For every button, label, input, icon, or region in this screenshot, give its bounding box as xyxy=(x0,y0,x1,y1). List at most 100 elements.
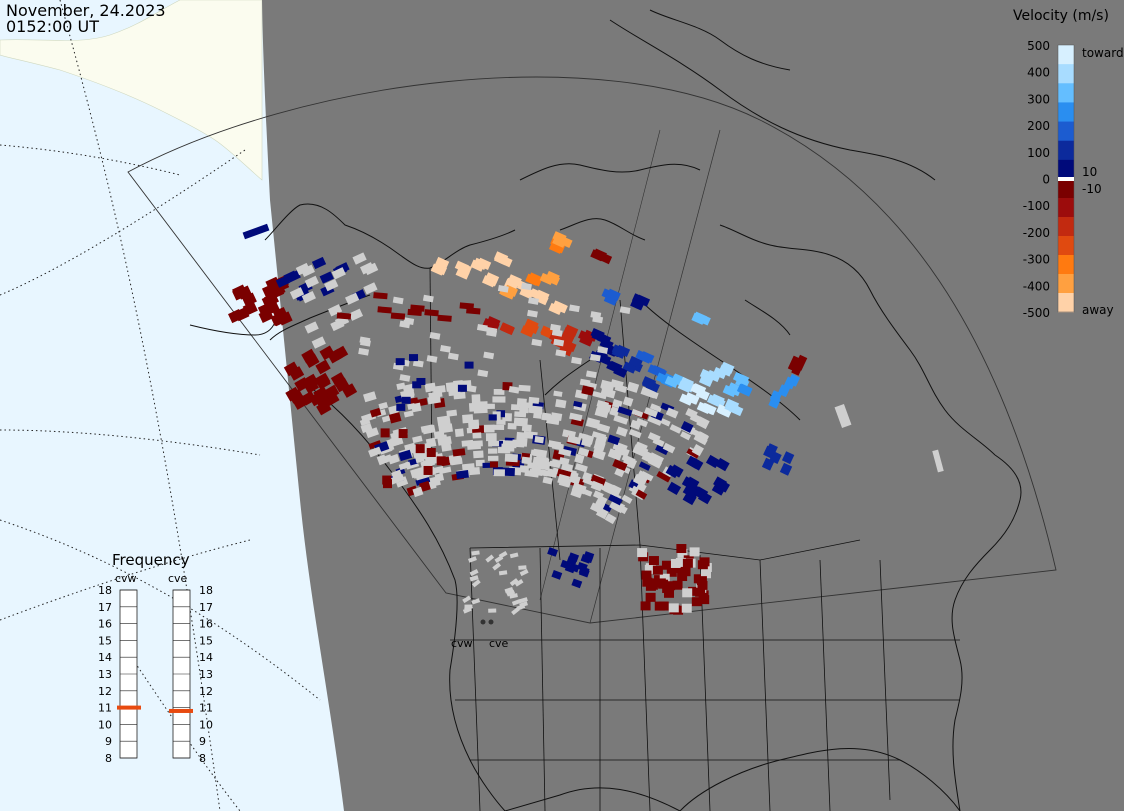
velocity-cell xyxy=(257,302,273,317)
velocity-cell xyxy=(691,428,702,438)
velocity-cell xyxy=(632,444,649,458)
velocity-cell xyxy=(446,409,458,417)
velocity-cell xyxy=(476,323,488,332)
frequency-scale-label: 12 xyxy=(98,685,112,698)
velocity-cell xyxy=(466,441,482,450)
velocity-cell xyxy=(665,407,679,419)
legend-away-label: away xyxy=(1082,303,1114,317)
velocity-cell xyxy=(571,578,583,589)
velocity-cell xyxy=(271,312,288,327)
velocity-cell xyxy=(368,440,382,450)
velocity-cell xyxy=(519,597,528,604)
velocity-cell xyxy=(288,366,305,381)
velocity-legend: Velocity (m/s) toward 10 -10 away 500 400… xyxy=(1013,8,1124,320)
velocity-cell xyxy=(647,457,662,469)
velocity-cell xyxy=(440,345,451,353)
velocity-cell xyxy=(562,339,577,353)
velocity-cell xyxy=(409,354,419,362)
velocity-cell xyxy=(486,329,498,337)
velocity-cell xyxy=(550,412,563,422)
legend-colorbar xyxy=(1057,44,1075,313)
velocity-cell xyxy=(679,376,694,390)
legend-tick-label: -300 xyxy=(1023,253,1050,267)
velocity-cell xyxy=(549,323,561,332)
frequency-scale-label: 10 xyxy=(98,718,112,731)
velocity-cell xyxy=(713,476,728,490)
velocity-cell xyxy=(426,355,438,363)
velocity-cell xyxy=(389,473,405,485)
velocity-cell xyxy=(781,451,795,465)
velocity-cell xyxy=(520,325,535,338)
daylit-land xyxy=(0,0,263,181)
velocity-cell xyxy=(464,604,474,612)
velocity-cell xyxy=(484,272,500,285)
velocity-cell xyxy=(473,401,488,410)
night-shading xyxy=(262,0,1124,811)
velocity-cell xyxy=(422,294,434,303)
velocity-cell xyxy=(415,444,425,454)
velocity-cell xyxy=(761,457,775,471)
velocity-cell xyxy=(319,345,335,361)
velocity-cell xyxy=(471,598,481,605)
velocity-cell xyxy=(597,252,613,265)
velocity-cell xyxy=(706,394,722,407)
velocity-cell xyxy=(390,435,404,447)
legend-small-neg: -10 xyxy=(1082,182,1102,196)
velocity-cell xyxy=(674,563,685,573)
site-label-cvw: cvw xyxy=(451,637,473,650)
velocity-cell xyxy=(461,463,475,472)
velocity-cell xyxy=(486,316,501,329)
velocity-cell xyxy=(316,400,332,416)
frequency-scale-label: 8 xyxy=(199,752,206,765)
velocity-cell xyxy=(365,427,379,439)
velocity-cell xyxy=(429,332,441,340)
velocity-cell xyxy=(551,570,563,580)
velocity-cell xyxy=(669,464,684,478)
velocity-cell xyxy=(510,404,520,411)
velocity-cell xyxy=(621,494,633,505)
velocity-cell xyxy=(648,452,664,466)
velocity-cell xyxy=(690,383,705,396)
velocity-cell xyxy=(423,465,433,475)
velocity-cell xyxy=(288,388,304,404)
velocity-cell xyxy=(553,338,565,347)
legend-tick-label: 300 xyxy=(1027,92,1050,106)
velocity-cell xyxy=(283,361,300,377)
velocity-cell xyxy=(400,389,415,399)
velocity-cell xyxy=(705,454,720,469)
velocity-cell xyxy=(659,573,670,583)
velocity-cell xyxy=(645,563,656,573)
frequency-scale-label: 17 xyxy=(199,601,213,614)
velocity-cell xyxy=(304,275,319,289)
velocity-cell xyxy=(557,473,571,486)
velocity-cell xyxy=(552,231,567,244)
velocity-cell xyxy=(609,499,626,514)
legend-tick-label: 0 xyxy=(1042,173,1050,187)
velocity-cell xyxy=(637,470,650,480)
legend-tick-label: 400 xyxy=(1027,66,1050,80)
velocity-cell xyxy=(665,581,676,591)
velocity-cell xyxy=(535,468,549,477)
velocity-cell xyxy=(664,375,679,389)
velocity-cell xyxy=(711,482,726,496)
legend-away-swatch xyxy=(1058,179,1074,199)
velocity-cell xyxy=(528,396,540,404)
velocity-cell xyxy=(787,355,801,372)
velocity-cell xyxy=(693,311,708,324)
frequency-scale-label: 12 xyxy=(199,685,213,698)
velocity-cell xyxy=(412,486,424,498)
velocity-cell xyxy=(468,556,477,563)
legend-toward-label: toward xyxy=(1082,46,1124,60)
velocity-cell xyxy=(691,444,704,457)
velocity-cell xyxy=(628,428,642,439)
frequency-title: Frequency xyxy=(112,551,190,569)
velocity-cell xyxy=(477,369,489,378)
velocity-cell xyxy=(763,445,776,459)
velocity-cell xyxy=(492,562,501,571)
velocity-cell xyxy=(489,461,498,468)
velocity-cell xyxy=(436,415,451,426)
velocity-cell xyxy=(341,383,358,398)
velocity-cell xyxy=(791,359,805,376)
velocity-cell xyxy=(363,391,377,403)
